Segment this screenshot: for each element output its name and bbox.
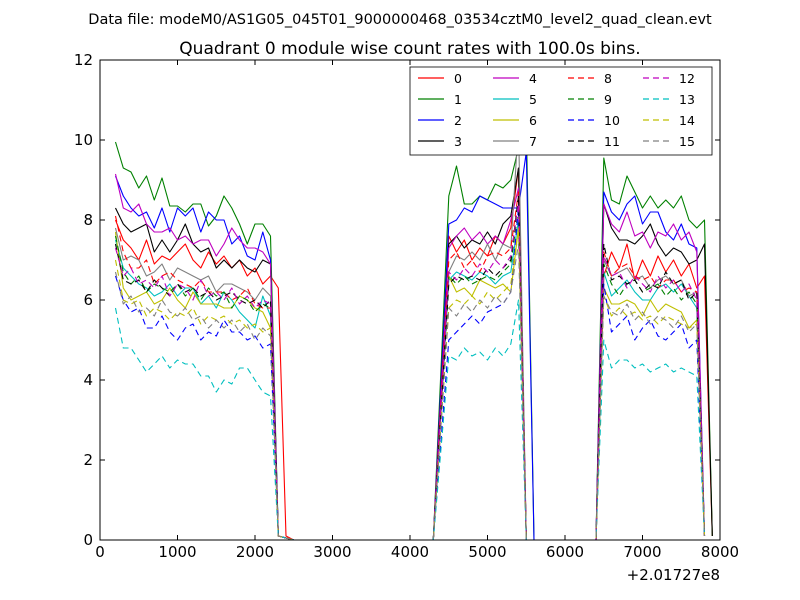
legend-box [409,66,713,156]
series-line-0 [114,167,713,540]
series-line-5 [114,219,706,540]
series-line-12 [114,203,706,540]
legend-label-7: 7 [529,134,537,149]
x-tick-label: 5000 [468,543,506,561]
legend-label-2: 2 [454,113,462,128]
series-line-6 [114,227,706,540]
legend-label-10: 10 [604,113,620,128]
legend-label-3: 3 [454,134,462,149]
series-line-13 [114,299,706,540]
chart-title: Quadrant 0 module wise count rates with … [179,39,640,59]
y-tick-label: 2 [83,451,93,469]
x-tick-label: 6000 [546,543,584,561]
series-line-2 [114,151,706,540]
legend-label-1: 1 [454,92,462,107]
plot-lines [114,123,713,540]
legend-label-11: 11 [604,134,620,149]
legend-label-9: 9 [604,92,612,107]
y-tick-label: 10 [74,131,93,149]
legend-label-12: 12 [679,71,695,86]
legend-label-15: 15 [679,134,695,149]
x-tick-label: 1000 [158,543,196,561]
x-offset-label: +2.01727e8 [627,566,720,584]
legend-label-13: 13 [679,92,695,107]
x-tick-label: 7000 [623,543,661,561]
axis-ticks: 0 1000 2000 3000 4000 5000 6000 7000 80000246810… [74,51,739,561]
x-tick-label: 4000 [391,543,429,561]
legend-label-4: 4 [529,71,537,86]
series-line-9 [114,207,706,540]
figure-suptitle: Data file: modeM0/AS1G05_045T01_90000004… [88,12,712,28]
series-line-8 [114,191,706,540]
y-tick-label: 12 [74,51,93,69]
series-line-14 [114,227,706,540]
series-line-11 [114,195,706,540]
legend-label-6: 6 [529,113,537,128]
y-tick-label: 4 [83,371,93,389]
y-tick-label: 0 [83,531,93,549]
y-tick-label: 8 [83,211,93,229]
series-line-7 [114,123,706,540]
series-line-10 [114,207,706,540]
legend-label-0: 0 [454,71,462,86]
x-tick-label: 3000 [313,543,351,561]
y-tick-label: 6 [83,291,93,309]
legend-label-5: 5 [529,92,537,107]
x-tick-label: 2000 [236,543,274,561]
series-line-4 [114,173,706,540]
legend-label-8: 8 [604,71,612,86]
legend-label-14: 14 [679,113,695,128]
series-line-1 [114,123,713,540]
x-tick-label: 0 [95,543,105,561]
x-tick-label: 8000 [701,543,739,561]
series-line-15 [114,243,706,540]
